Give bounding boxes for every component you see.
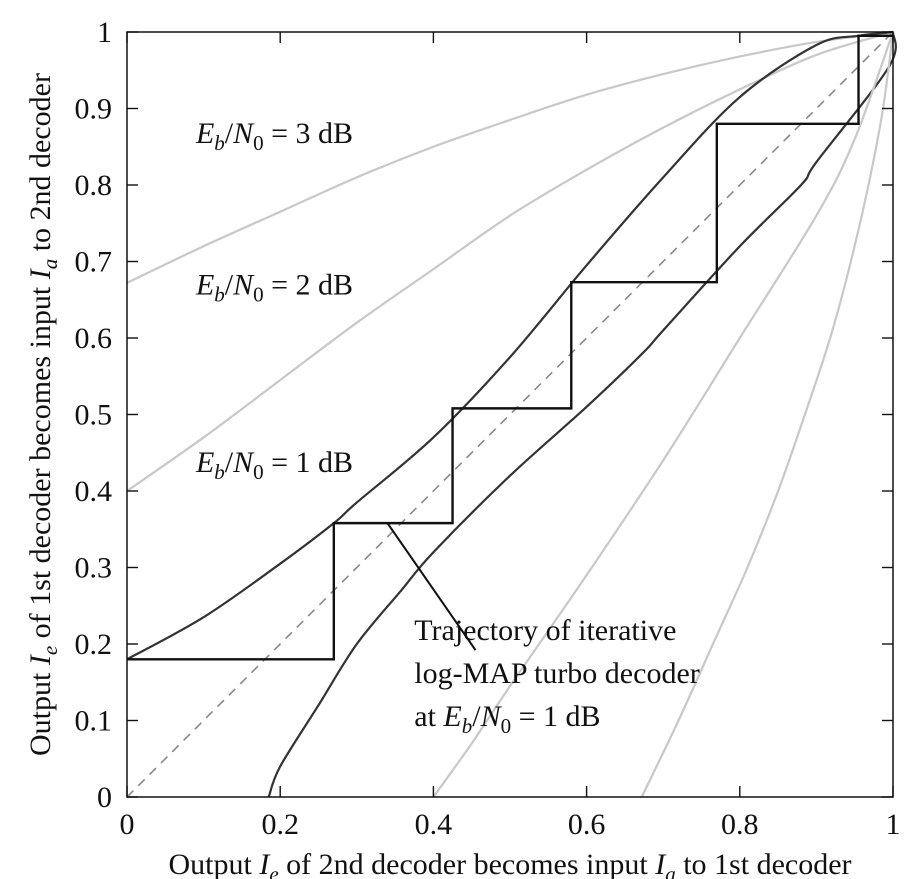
series-line-trajectory [127,34,893,661]
y-tick-label: 0.1 [75,705,113,738]
series-line-decoder1-1dB [126,30,894,661]
plot-frame [126,31,894,798]
curve-label-2: Eb/N0 = 1 dB [195,446,353,484]
series-line-decoder1-3dB [126,30,894,284]
y-axis-label: Output Ie of 1st decoder becomes input I… [24,73,62,756]
y-tick-label: 0.2 [75,628,113,661]
x-tick-label: 0.6 [568,808,606,841]
y-tick-label: 0.5 [75,399,113,432]
y-tick-label: 0.9 [75,93,113,126]
y-tick-label: 0.7 [75,246,113,279]
y-tick-label: 0.8 [75,169,113,202]
series-line-decoder2-1dB [267,31,897,798]
ticks-layer: 0 0.2 0.4 0.6 0.8 1 0 0.1 0.2 0.3 0.4 0.5 0.6 0.7 0.8 0… [75,16,901,841]
x-tick-label: 0.2 [261,808,299,841]
x-axis-label: Output Ie of 2nd decoder becomes input I… [168,848,851,879]
y-tick-label: 1 [97,16,112,49]
labels-layer: Eb/N0 = 3 dB Eb/N0 = 2 dB Eb/N0 = 1 dB Traj… [24,73,852,879]
annotation-line-3: at Eb/N0 = 1 dB [414,700,600,738]
curve-label-1: Eb/N0 = 2 dB [195,268,353,306]
annotation-line-1: Trajectory of iterative [414,614,676,647]
x-tick-label: 0 [120,808,135,841]
annotation-line-2: log-MAP turbo decoder [414,657,700,690]
series-line-diagonal [126,31,894,798]
series-line-decoder2-2dB [432,31,895,798]
y-tick-label: 0 [97,781,112,814]
annotation-pointer [386,522,477,651]
y-tick-label: 0.4 [75,475,113,508]
y-tick-label: 0.6 [75,322,113,355]
x-tick-label: 1 [886,808,901,841]
y-tick-label: 0.3 [75,552,113,585]
series-line-decoder2-3dB [640,31,895,798]
series-line-decoder1-2dB [126,30,894,492]
x-tick-label: 0.4 [415,808,453,841]
curves-layer [126,30,897,798]
x-tick-label: 0.8 [721,808,759,841]
curve-label-0: Eb/N0 = 3 dB [195,117,353,155]
